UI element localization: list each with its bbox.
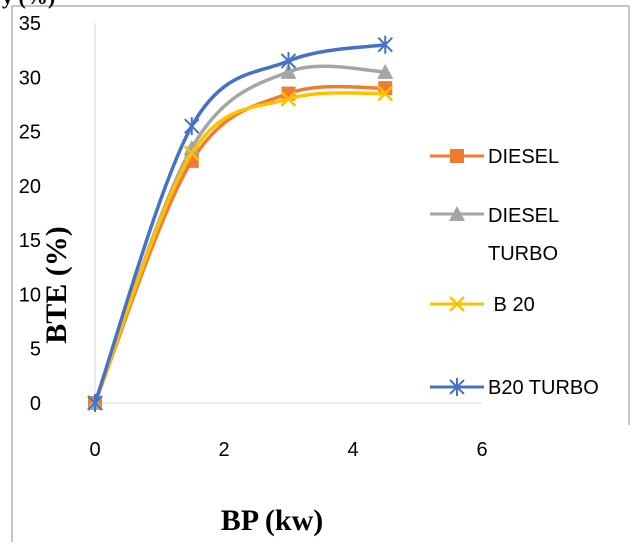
data-point-diesel-turbo (183, 139, 200, 155)
legend-marker-diesel (450, 149, 464, 163)
series-line-b-20 (93, 91, 386, 404)
y-tick-label: 20 (19, 176, 41, 198)
x-tick-label: 4 (347, 439, 358, 461)
y-tick-label: 0 (30, 393, 41, 415)
y-tick-label: 10 (19, 284, 41, 306)
data-point-b20-turbo (87, 394, 103, 412)
y-tick-label: 35 (19, 13, 41, 35)
data-point-b-20 (183, 145, 200, 162)
legend-marker-diesel-turbo (449, 206, 465, 221)
legend: DIESEL DIESEL TURBO B 20 B20 TURBO (430, 146, 599, 399)
y-tick-label: 5 (30, 339, 41, 361)
legend-label-diesel-turbo-line1: DIESEL (488, 205, 559, 227)
series-line-diesel-turbo (93, 64, 386, 404)
data-point-b20-turbo (377, 35, 393, 54)
x-tick-label: 0 (89, 439, 100, 461)
data-point-b-20 (377, 85, 394, 102)
legend-item-diesel-turbo[interactable]: DIESEL TURBO (430, 205, 559, 265)
legend-marker-b20 (449, 296, 465, 312)
legend-item-diesel[interactable]: DIESEL (430, 146, 559, 168)
legend-label-b20: B 20 (488, 294, 535, 316)
legend-item-b20[interactable]: B 20 (430, 294, 535, 316)
series-group (87, 35, 394, 412)
legend-label-b20-turbo: B20 TURBO (488, 377, 599, 399)
x-tick-label: 6 (476, 439, 487, 461)
legend-label-diesel-turbo-line2: TURBO (488, 243, 558, 265)
x-axis-title: BP (kw) (221, 504, 324, 537)
data-point-b20-turbo (280, 52, 297, 70)
y-tick-label: 15 (19, 230, 41, 252)
data-point-diesel-turbo (377, 63, 394, 79)
data-point-diesel-turbo (280, 63, 297, 79)
legend-marker-b20-turbo (449, 378, 465, 396)
y-axis-title: BTE (%) (40, 226, 73, 344)
y-tick-label: 30 (19, 67, 41, 89)
ticks-group: 0 2 4 6 0 5 10 15 20 25 30 35 (19, 13, 488, 461)
data-point-b-20 (280, 91, 297, 107)
y-tick-label: 25 (19, 122, 41, 144)
axes-group (94, 23, 482, 404)
legend-item-b20-turbo[interactable]: B20 TURBO (430, 377, 599, 399)
series-line-diesel (93, 84, 386, 404)
top-cutoff-text: y (%) (2, 0, 55, 9)
x-tick-label: 2 (218, 439, 229, 461)
data-point-b20-turbo (184, 117, 200, 136)
legend-label-diesel: DIESEL (488, 146, 559, 168)
series-line-b20-turbo (93, 42, 386, 404)
